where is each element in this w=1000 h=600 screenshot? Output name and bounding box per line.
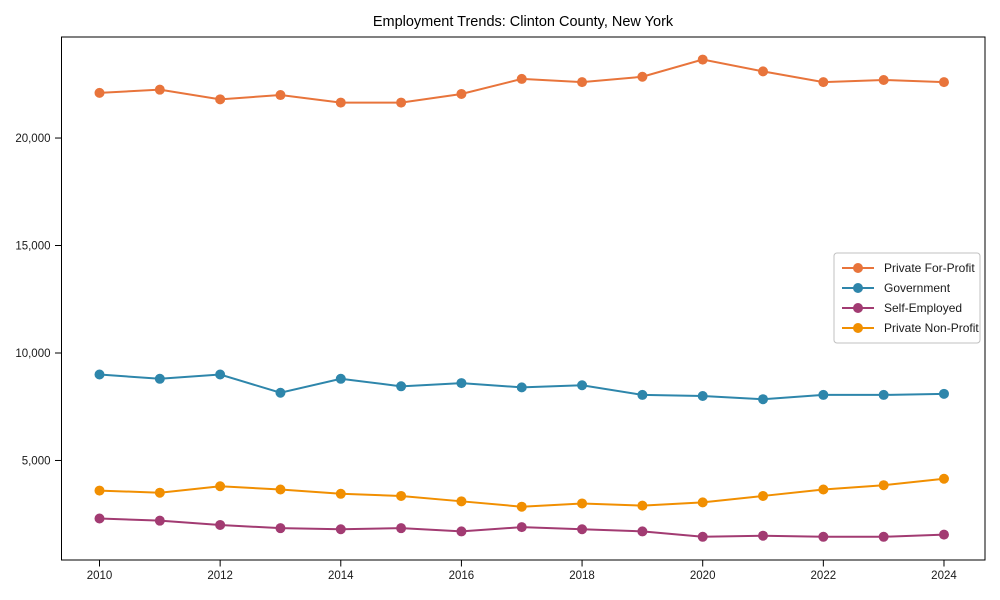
legend: Private For-Profit Government Self-Employe…	[833, 252, 981, 344]
data-point	[396, 381, 407, 392]
data-point	[335, 97, 346, 108]
axes-frame	[61, 36, 986, 561]
data-point	[396, 490, 407, 501]
series-private-for-profit	[94, 54, 949, 108]
data-point	[275, 484, 286, 495]
y-tick-label: 5,000	[22, 455, 51, 467]
series-government	[94, 369, 949, 405]
series-private-non-profit	[94, 473, 949, 512]
y-tick-label: 20,000	[15, 133, 50, 145]
data-point	[758, 490, 769, 501]
x-tick-label: 2016	[449, 570, 475, 582]
legend-item-private-non-profit: Private Non-Profit	[842, 321, 979, 335]
data-point	[456, 496, 467, 507]
x-tick-label: 2022	[811, 570, 837, 582]
data-point	[456, 378, 467, 389]
data-point	[335, 524, 346, 535]
data-point	[94, 87, 105, 98]
data-point	[516, 522, 527, 533]
data-point	[697, 497, 708, 508]
legend-item-self-employed: Self-Employed	[842, 301, 962, 315]
data-point	[396, 97, 407, 108]
data-point	[154, 515, 165, 526]
legend-marker-icon	[853, 303, 863, 313]
legend-marker-icon	[853, 283, 863, 293]
x-tick-label: 2024	[931, 570, 957, 582]
data-point	[154, 84, 165, 95]
data-point	[637, 500, 648, 511]
data-point	[878, 480, 889, 491]
data-point	[215, 519, 226, 530]
data-point	[878, 389, 889, 400]
data-point	[697, 390, 708, 401]
x-tick-label: 2014	[328, 570, 354, 582]
legend-item-label: Private Non-Profit	[884, 321, 979, 335]
data-point	[335, 373, 346, 384]
data-point	[938, 388, 949, 399]
data-point	[577, 524, 588, 535]
data-point	[878, 74, 889, 85]
data-point	[697, 54, 708, 65]
legend-item-label: Self-Employed	[884, 301, 962, 315]
x-tick-label: 2012	[207, 570, 233, 582]
series-self-employed	[94, 513, 949, 542]
data-point	[154, 487, 165, 498]
data-point	[154, 373, 165, 384]
data-point	[878, 531, 889, 542]
data-point	[637, 71, 648, 82]
legend-item-government: Government	[842, 281, 951, 295]
data-point	[215, 481, 226, 492]
data-point	[94, 485, 105, 496]
legend-item-label: Private For-Profit	[884, 261, 975, 275]
data-point	[275, 90, 286, 101]
data-point	[516, 73, 527, 84]
data-point	[275, 523, 286, 534]
data-point	[758, 66, 769, 77]
data-point	[456, 526, 467, 537]
y-tick-label: 10,000	[15, 348, 50, 360]
data-point	[938, 473, 949, 484]
legend-item-label: Government	[884, 281, 951, 295]
data-point	[697, 531, 708, 542]
data-point	[516, 501, 527, 512]
data-point	[215, 94, 226, 105]
data-point	[938, 77, 949, 88]
data-point	[577, 77, 588, 88]
y-tick-label: 15,000	[15, 241, 50, 253]
x-tick-label: 2018	[569, 570, 595, 582]
data-point	[637, 526, 648, 537]
data-point	[94, 369, 105, 380]
data-point	[396, 523, 407, 534]
chart-title: Employment Trends: Clinton County, New Y…	[373, 14, 674, 30]
data-point	[456, 88, 467, 99]
data-point	[938, 529, 949, 540]
legend-item-private-for-profit: Private For-Profit	[842, 261, 975, 275]
data-point	[818, 389, 829, 400]
data-point	[577, 380, 588, 391]
legend-marker-icon	[853, 263, 863, 273]
data-point	[637, 389, 648, 400]
data-point	[94, 513, 105, 524]
legend-marker-icon	[853, 323, 863, 333]
data-point	[577, 498, 588, 509]
data-point	[818, 531, 829, 542]
plot-area: 5,000 10,000 15,000 20,000 2010 2012 2014 2016 2…	[15, 36, 986, 582]
data-point	[758, 530, 769, 541]
data-point	[818, 77, 829, 88]
data-point	[335, 488, 346, 499]
data-point	[275, 387, 286, 398]
data-point	[516, 382, 527, 393]
data-point	[215, 369, 226, 380]
x-tick-label: 2010	[87, 570, 113, 582]
x-tick-label: 2020	[690, 570, 716, 582]
data-point	[758, 394, 769, 405]
legend-box	[833, 252, 981, 344]
data-point	[818, 484, 829, 495]
